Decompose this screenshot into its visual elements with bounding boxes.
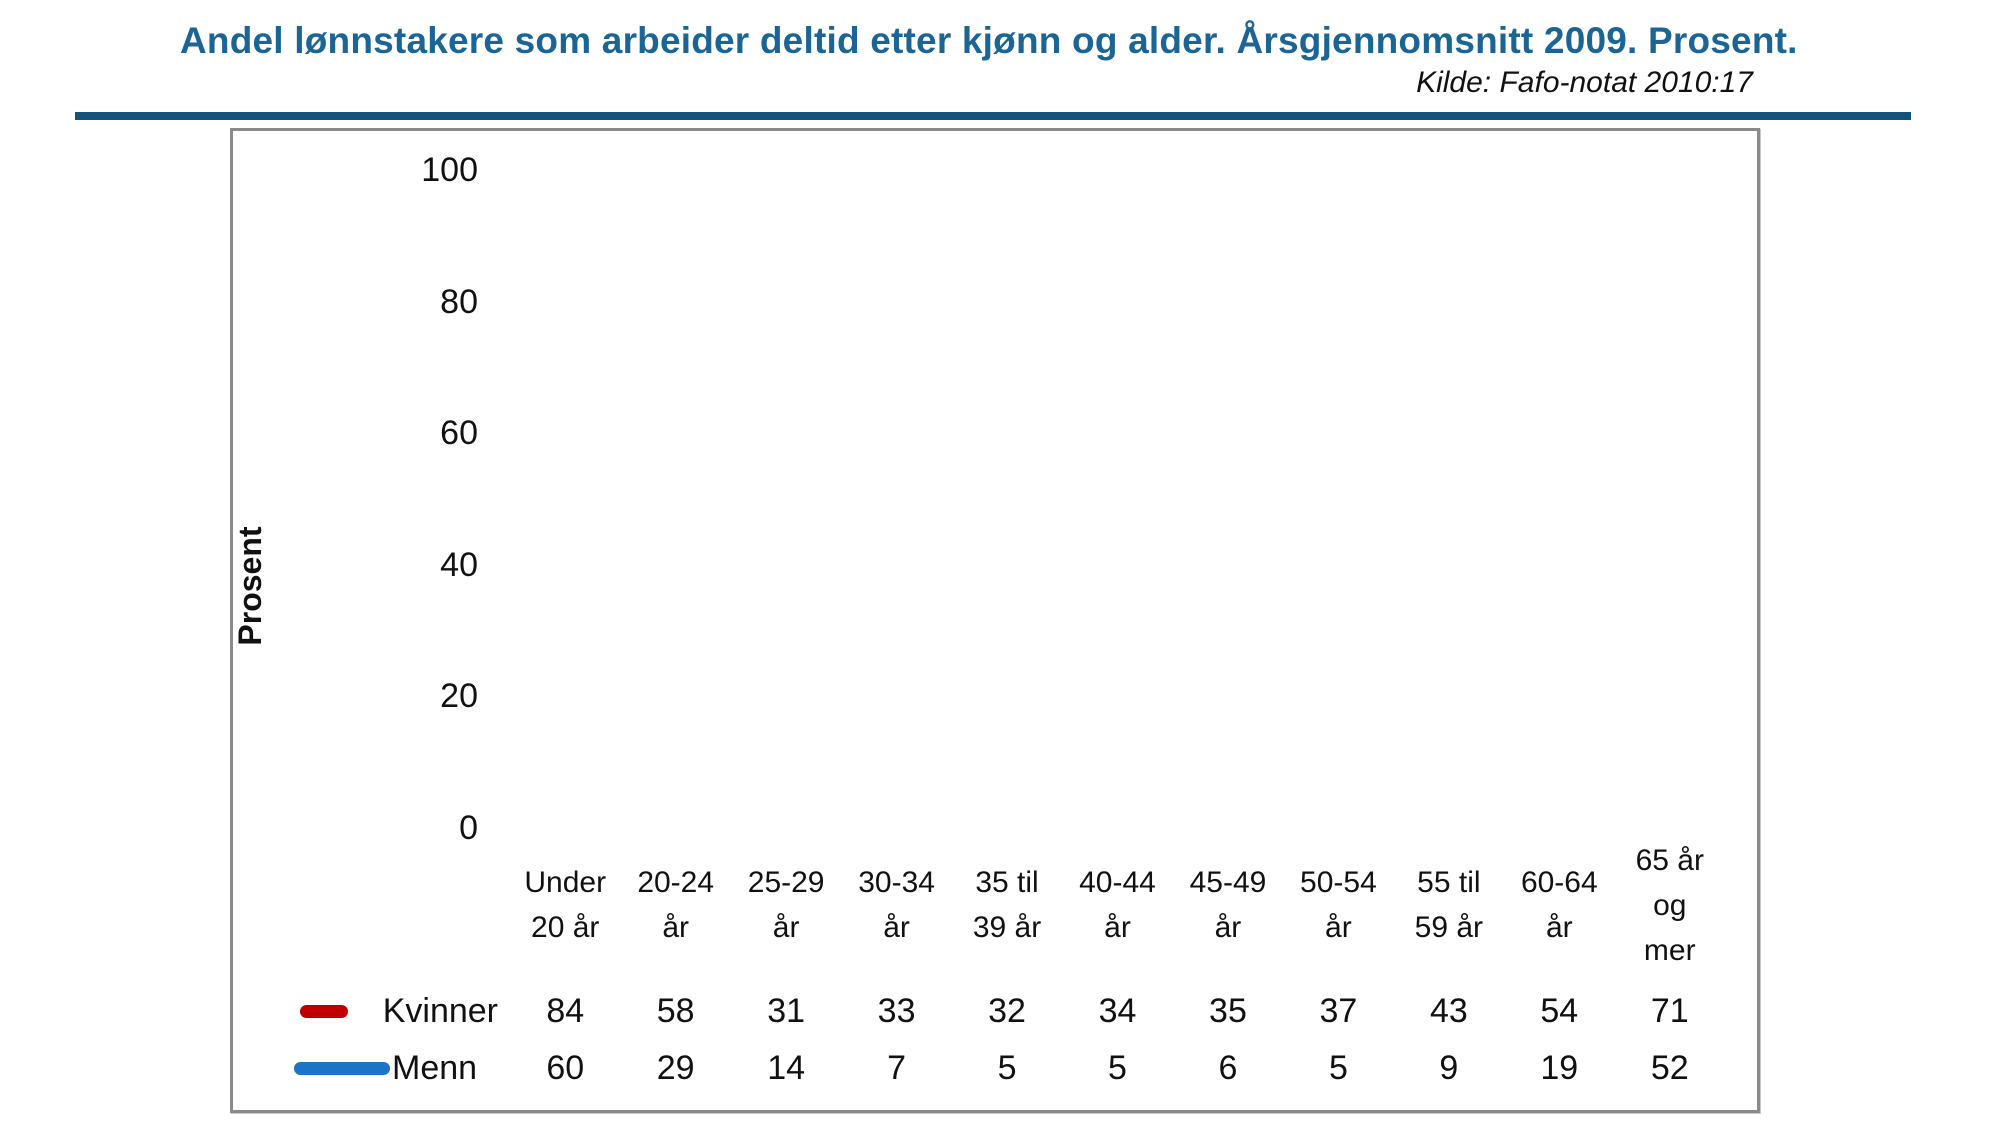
value-cell-kvinner: 43 <box>1429 991 1468 1030</box>
value-cell-kvinner: 35 <box>1209 991 1247 1030</box>
value-cell-kvinner: 31 <box>767 991 806 1030</box>
value-cell-menn: 29 <box>656 1049 695 1087</box>
category-cell: 45-49 år <box>1189 866 1267 944</box>
value-cell-menn: 14 <box>767 1049 806 1087</box>
value-cell-kvinner: 32 <box>988 991 1026 1030</box>
y-tick-label-40: 40 <box>440 545 478 584</box>
y-tick-label-60: 60 <box>440 414 478 453</box>
category-cell: 30-34 år <box>858 866 935 944</box>
value-cell-kvinner: 58 <box>656 991 695 1030</box>
category-cell: 55 til 59 år <box>1414 866 1484 944</box>
value-cell-menn: 7 <box>887 1049 907 1087</box>
solid-line-swatch-icon <box>294 1062 390 1075</box>
y-tick-label-80: 80 <box>440 282 478 321</box>
value-cell-menn: 52 <box>1650 1049 1689 1087</box>
source-caption: Kilde: Fafo-notat 2010:17 <box>1416 66 1753 99</box>
value-cell-kvinner: 71 <box>1650 991 1689 1030</box>
value-cell-kvinner: 54 <box>1540 991 1579 1030</box>
value-cell-menn: 9 <box>1439 1049 1459 1087</box>
category-cell: 40-44 år <box>1079 866 1156 944</box>
value-cell-kvinner: 33 <box>877 991 916 1030</box>
value-cell-menn: 5 <box>1108 1049 1127 1087</box>
y-tick-label-20: 20 <box>440 677 478 716</box>
value-cell-kvinner: 37 <box>1319 991 1358 1030</box>
category-cell: 60-64 år <box>1520 866 1598 944</box>
legend-label-menn: Menn <box>392 1049 478 1087</box>
value-cell-menn: 19 <box>1540 1049 1579 1087</box>
chart-title: Andel lønnstakere som arbeider deltid et… <box>180 20 1798 61</box>
y-tick-label-0: 0 <box>459 809 478 847</box>
value-cell-kvinner: 84 <box>546 991 585 1030</box>
title-divider-line <box>75 112 1911 120</box>
y-axis-title: Prosent <box>232 526 268 646</box>
value-cell-menn: 60 <box>546 1049 585 1087</box>
category-cell: 35 til 39 år <box>972 866 1042 944</box>
value-cell-menn: 5 <box>1328 1049 1348 1087</box>
category-cell: 50-54 år <box>1300 866 1377 944</box>
category-cell: 20-24 år <box>637 866 715 944</box>
value-cell-kvinner: 34 <box>1098 991 1137 1030</box>
legend-row-menn: Menn <box>282 1040 510 1097</box>
y-tick-label-100: 100 <box>421 151 478 189</box>
chart-frame <box>230 128 1760 1113</box>
value-cell-menn: 5 <box>997 1049 1017 1087</box>
dashed-line-swatch-icon <box>300 1004 348 1018</box>
legend-label-kvinner: Kvinner <box>382 991 498 1030</box>
category-cell: 25-29 år <box>747 866 825 944</box>
legend-row-kvinner: Kvinner <box>282 982 510 1040</box>
category-cell: 65 år og mer <box>1635 843 1704 967</box>
value-cell-menn: 6 <box>1218 1049 1238 1087</box>
category-cell: Under 20 år <box>524 866 607 944</box>
